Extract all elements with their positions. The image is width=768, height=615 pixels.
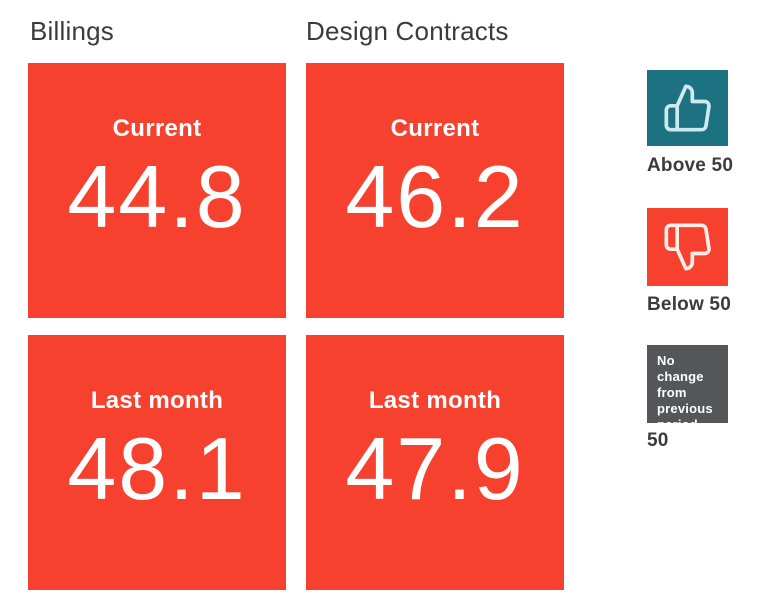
tile-value: 44.8 (67, 147, 247, 246)
tile-value: 46.2 (345, 147, 525, 246)
above-50-label: Above 50 (647, 155, 734, 176)
tile-billings-last-month: Last month 48.1 (28, 335, 286, 590)
above-50-swatch (647, 70, 728, 146)
tile-billings-current: Current 44.8 (28, 63, 286, 318)
tile-value: 47.9 (345, 419, 525, 518)
no-change-text-line: from (657, 385, 687, 400)
tile-period-label: Current (112, 115, 202, 142)
no-change-value-label: 50 (647, 430, 669, 451)
no-change-text-line: previous (657, 401, 713, 416)
tile-period-label: Last month (90, 387, 224, 414)
tile-period-label: Last month (368, 387, 502, 414)
tile-design-contracts-last-month: Last month 47.9 (306, 335, 564, 590)
thumbs-up-icon (663, 84, 711, 132)
column-header-billings: Billings (30, 16, 114, 46)
tile-period-label: Current (390, 115, 480, 142)
thumbs-down-icon (663, 223, 711, 271)
tile-value: 48.1 (67, 419, 247, 518)
no-change-text-line: period (657, 417, 698, 432)
below-50-label: Below 50 (647, 294, 731, 315)
no-change-swatch: No change from previous period (647, 345, 728, 432)
column-header-design-contracts: Design Contracts (306, 16, 509, 46)
no-change-text-line: No change (657, 353, 704, 384)
below-50-swatch (647, 208, 728, 286)
tile-design-contracts-current: Current 46.2 (306, 63, 564, 318)
